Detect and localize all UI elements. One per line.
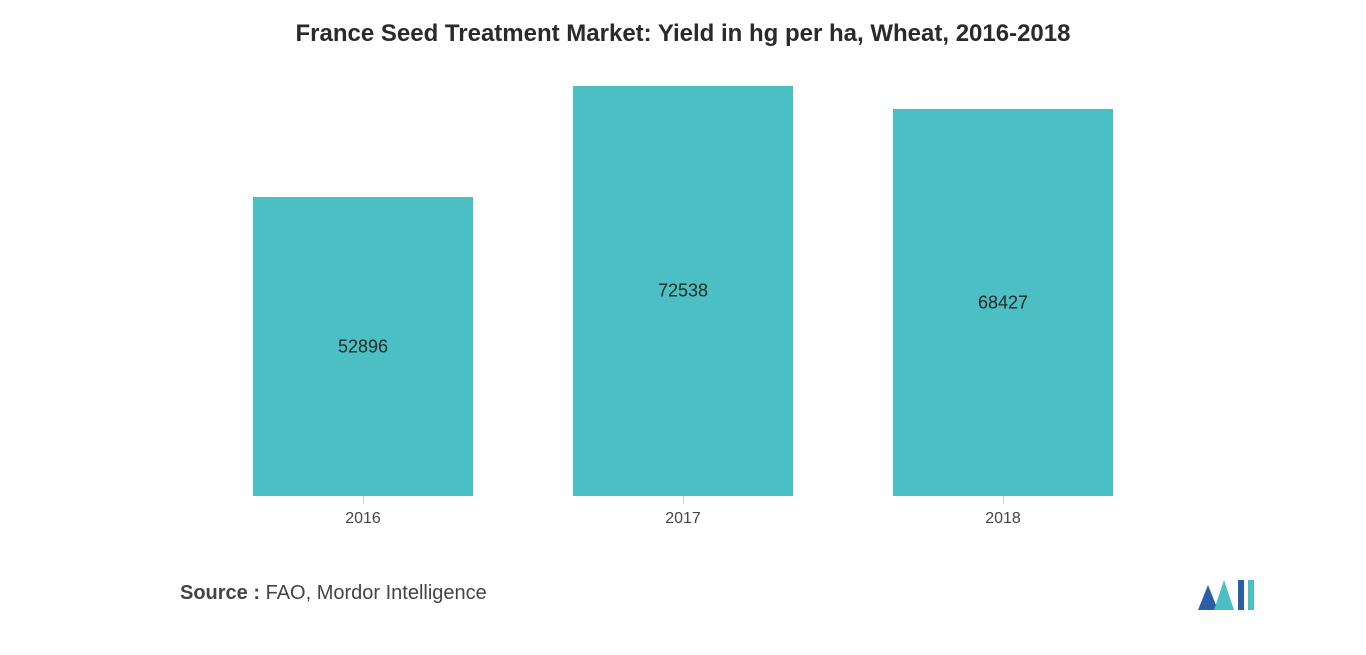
bar-2017: 72538 xyxy=(573,86,793,496)
bar-wrapper-2017: 72538 2017 xyxy=(573,86,793,528)
logo-shape-2 xyxy=(1214,580,1234,610)
chart-container: France Seed Treatment Market: Yield in h… xyxy=(0,0,1366,655)
x-axis-label: 2018 xyxy=(985,510,1021,528)
mordor-logo xyxy=(1196,575,1256,615)
source-text: FAO, Mordor Intelligence xyxy=(260,582,487,604)
bar-value-label: 68427 xyxy=(978,292,1028,313)
logo-shape-3 xyxy=(1238,580,1244,610)
x-axis-label: 2017 xyxy=(665,510,701,528)
x-tick xyxy=(363,496,364,504)
bar-value-label: 72538 xyxy=(658,281,708,302)
source-attribution: Source : FAO, Mordor Intelligence xyxy=(180,582,487,605)
x-tick xyxy=(683,496,684,504)
bar-wrapper-2016: 52896 2016 xyxy=(253,197,473,528)
logo-shape-1 xyxy=(1198,585,1218,610)
chart-title: France Seed Treatment Market: Yield in h… xyxy=(0,20,1366,48)
x-tick xyxy=(1003,496,1004,504)
chart-plot-area: 52896 2016 72538 2017 68427 2018 xyxy=(0,78,1366,528)
bar-value-label: 52896 xyxy=(338,336,388,357)
logo-shape-4 xyxy=(1248,580,1254,610)
x-axis-label: 2016 xyxy=(345,510,381,528)
bar-2016: 52896 xyxy=(253,197,473,496)
source-label: Source : xyxy=(180,582,260,604)
bar-2018: 68427 xyxy=(893,109,1113,496)
bar-wrapper-2018: 68427 2018 xyxy=(893,109,1113,528)
